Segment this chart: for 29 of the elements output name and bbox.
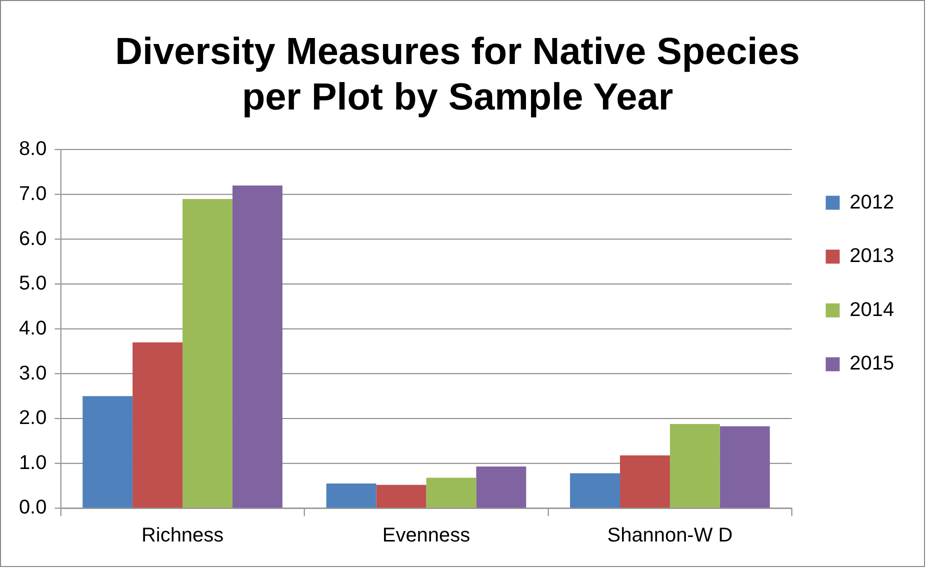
bar [620,455,670,508]
bar [670,424,720,508]
y-tick-label: 1.0 [18,452,47,474]
legend-label: 2012 [850,191,894,214]
y-tick-label: 3.0 [18,362,47,384]
y-tick-label: 2.0 [18,407,47,430]
y-tick-label: 5.0 [18,272,47,295]
bar [720,426,770,508]
y-tick-label: 7.0 [18,183,47,205]
bar [376,484,426,508]
x-tick-label: Richness [142,524,224,547]
bar [182,198,232,508]
legend-label: 2013 [850,245,894,268]
bar [570,473,620,508]
chart-title: Diversity Measures for Native Species per Plot by Sample Year [115,31,800,118]
y-tick-label: 4.0 [18,317,47,340]
x-tick-label: Shannon-W D [607,524,733,547]
bar [82,396,133,508]
bar [326,484,376,508]
y-tick-label: 6.0 [18,228,47,250]
bar [232,186,282,508]
bar [426,478,476,508]
y-tick-label: 8.0 [18,138,47,160]
bar [476,466,526,508]
x-tick-label: Evenness [382,524,470,547]
legend-label: 2014 [850,298,894,321]
bar [132,342,183,508]
legend-label: 2015 [850,352,894,375]
y-tick-label: 0.0 [18,496,47,519]
